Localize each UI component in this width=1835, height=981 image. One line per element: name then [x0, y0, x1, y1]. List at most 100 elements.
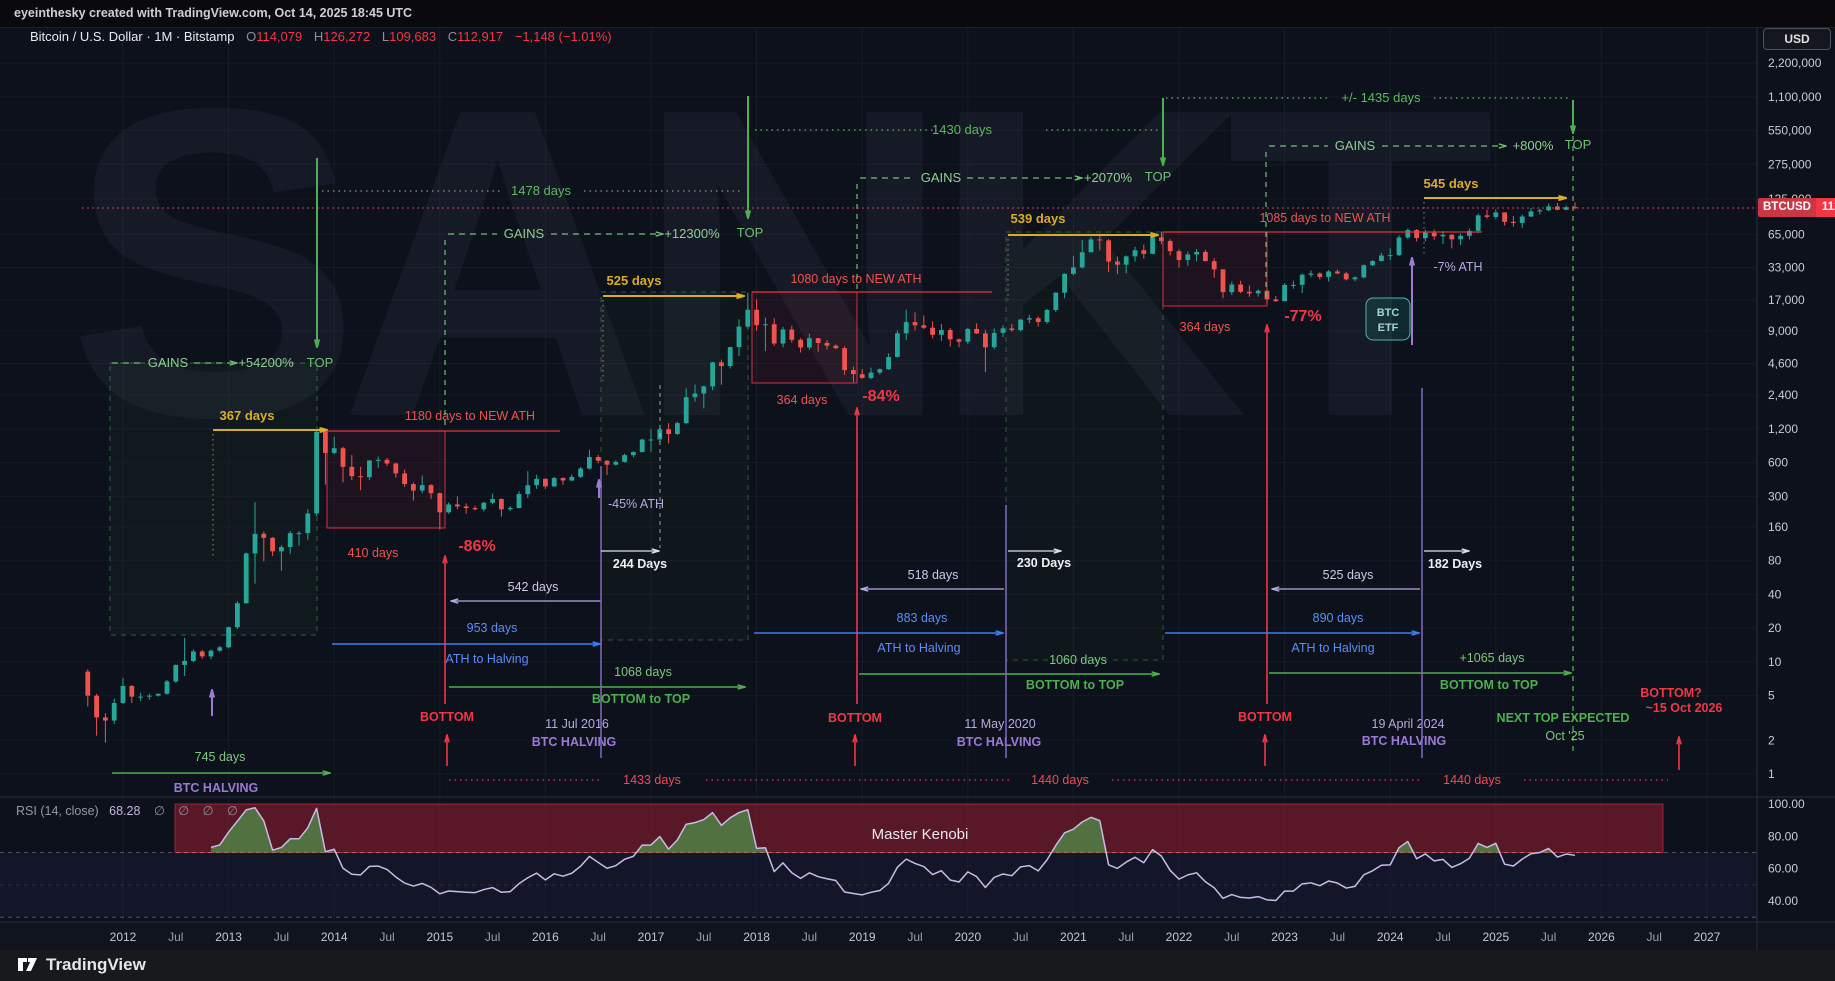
chart-rect [1079, 252, 1085, 268]
annotation-text: ATH to Halving [1291, 641, 1374, 655]
chart-rect [402, 473, 407, 485]
annotation-text: GAINS [148, 355, 189, 370]
chart-rect [279, 546, 284, 552]
annotation-text: 525 days [607, 273, 662, 288]
annotation-text: 2022 [1166, 930, 1193, 944]
chart-mark [322, 770, 331, 774]
chart-rect [1352, 277, 1358, 280]
chart-rect [1414, 230, 1419, 238]
chart-mark [1563, 670, 1572, 674]
annotation-text: 33,000 [1768, 261, 1805, 275]
chart-rect [1185, 254, 1191, 261]
annotation-text: 9,000 [1768, 324, 1798, 338]
chart-rect [155, 693, 161, 696]
annotation-text: +1065 days [1460, 651, 1525, 665]
chart-rect [1009, 328, 1015, 331]
chart-rect [912, 322, 918, 326]
chart-rect [939, 329, 944, 335]
annotation-text: -7% ATH [1433, 260, 1482, 274]
chart-rect [1132, 250, 1138, 257]
chart-rect [367, 460, 372, 478]
annotation-text: 2027 [1694, 930, 1721, 944]
chart-rect [930, 327, 935, 335]
annotation-text: BTC [1377, 307, 1400, 319]
chart-mark [596, 479, 600, 488]
chart-rect [991, 332, 997, 348]
chart-rect [375, 459, 381, 461]
chart-rect [1247, 291, 1252, 294]
annotation-text: 1,100,000 [1768, 90, 1822, 104]
rsi-title: RSI [16, 804, 37, 818]
chart-rect [1005, 231, 1164, 661]
high-value: 126,272 [323, 29, 371, 44]
annotation-text: -45% ATH [608, 497, 664, 511]
annotation-text: +800% [1513, 138, 1554, 153]
chart-rect [1088, 239, 1094, 253]
annotation-text: 11 Jul 2016 [545, 717, 609, 731]
annotation-text: TOP [1145, 169, 1172, 184]
tradingview-logo[interactable]: TradingView [16, 953, 146, 976]
annotation-text: BTC HALVING [1362, 734, 1447, 748]
chart-rect [419, 485, 425, 491]
chart-mark [736, 293, 745, 297]
chart-rect [965, 328, 971, 342]
chart-mark [1271, 588, 1280, 592]
symbol-title[interactable]: Bitcoin / U.S. Dollar · 1M · Bitstamp [30, 29, 235, 44]
annotation-text: +/- 1435 days [1341, 90, 1421, 105]
chart-mark [1409, 257, 1413, 266]
chart-rect [1572, 207, 1578, 209]
tradingview-logo-text: TradingView [46, 954, 146, 974]
chart-rect [1159, 237, 1164, 241]
chart-rect [842, 348, 847, 371]
annotation-text: 19 April 2024 [1372, 717, 1445, 731]
chart-mark [1051, 817, 1107, 853]
chart-rect [1203, 251, 1208, 262]
annotation-text: 230 Days [1017, 556, 1071, 570]
annotation-text: 525 days [1323, 568, 1374, 582]
chart-rect [1220, 269, 1226, 293]
chart-rect [331, 448, 337, 453]
annotation-text: 2,400 [1768, 388, 1798, 402]
chart-rect [0, 922, 1835, 950]
chart-rect [1027, 318, 1032, 320]
chart-mark [747, 210, 751, 219]
annotation-text: Jul [696, 930, 711, 944]
annotation-text: 2023 [1271, 930, 1298, 944]
chart-mark [636, 809, 768, 853]
annotation-text: 1 [1768, 767, 1775, 781]
chart-rect [683, 397, 689, 424]
chart-rect [798, 339, 803, 348]
chart-mark [211, 807, 336, 853]
bottom-bar: TradingView [0, 950, 1835, 981]
chart-mark [319, 427, 328, 431]
annotation-text: 518 days [908, 568, 959, 582]
chart-rect [666, 429, 671, 435]
chart-mark [209, 689, 213, 698]
chart-rect [252, 533, 258, 554]
chart-mark [651, 548, 660, 552]
chart-rect [164, 681, 170, 694]
chart-rect [1053, 292, 1059, 310]
annotation-text: TOP [1565, 137, 1592, 152]
annotation-text: 550,000 [1768, 124, 1812, 138]
annotation-text: 1430 days [932, 122, 992, 137]
chart-rect [600, 291, 749, 641]
chart-rect [1423, 232, 1428, 238]
chart-mark [1411, 630, 1420, 634]
rsi-legend[interactable]: RSI (14, close) 68.28 ∅ ∅ ∅ ∅ [16, 803, 243, 818]
symbol-legend[interactable]: Bitcoin / U.S. Dollar · 1M · Bitstamp O1… [30, 29, 612, 44]
annotation-text: 40.00 [1768, 894, 1798, 908]
annotation-text: ATH to Halving [445, 652, 528, 666]
currency-usd-button[interactable]: USD [1763, 28, 1831, 50]
chart-rect [138, 696, 143, 698]
chart-rect [789, 329, 795, 340]
annotation-text: -77% [1284, 308, 1321, 325]
chart-rect [710, 362, 715, 387]
annotation-text: 80 [1768, 554, 1782, 568]
chart-mark [1498, 143, 1507, 147]
annotation-text: 410 days [348, 546, 399, 560]
chart-rect [261, 533, 267, 538]
annotation-text: Oct '25 [1545, 729, 1584, 743]
chart-rect [243, 553, 249, 604]
